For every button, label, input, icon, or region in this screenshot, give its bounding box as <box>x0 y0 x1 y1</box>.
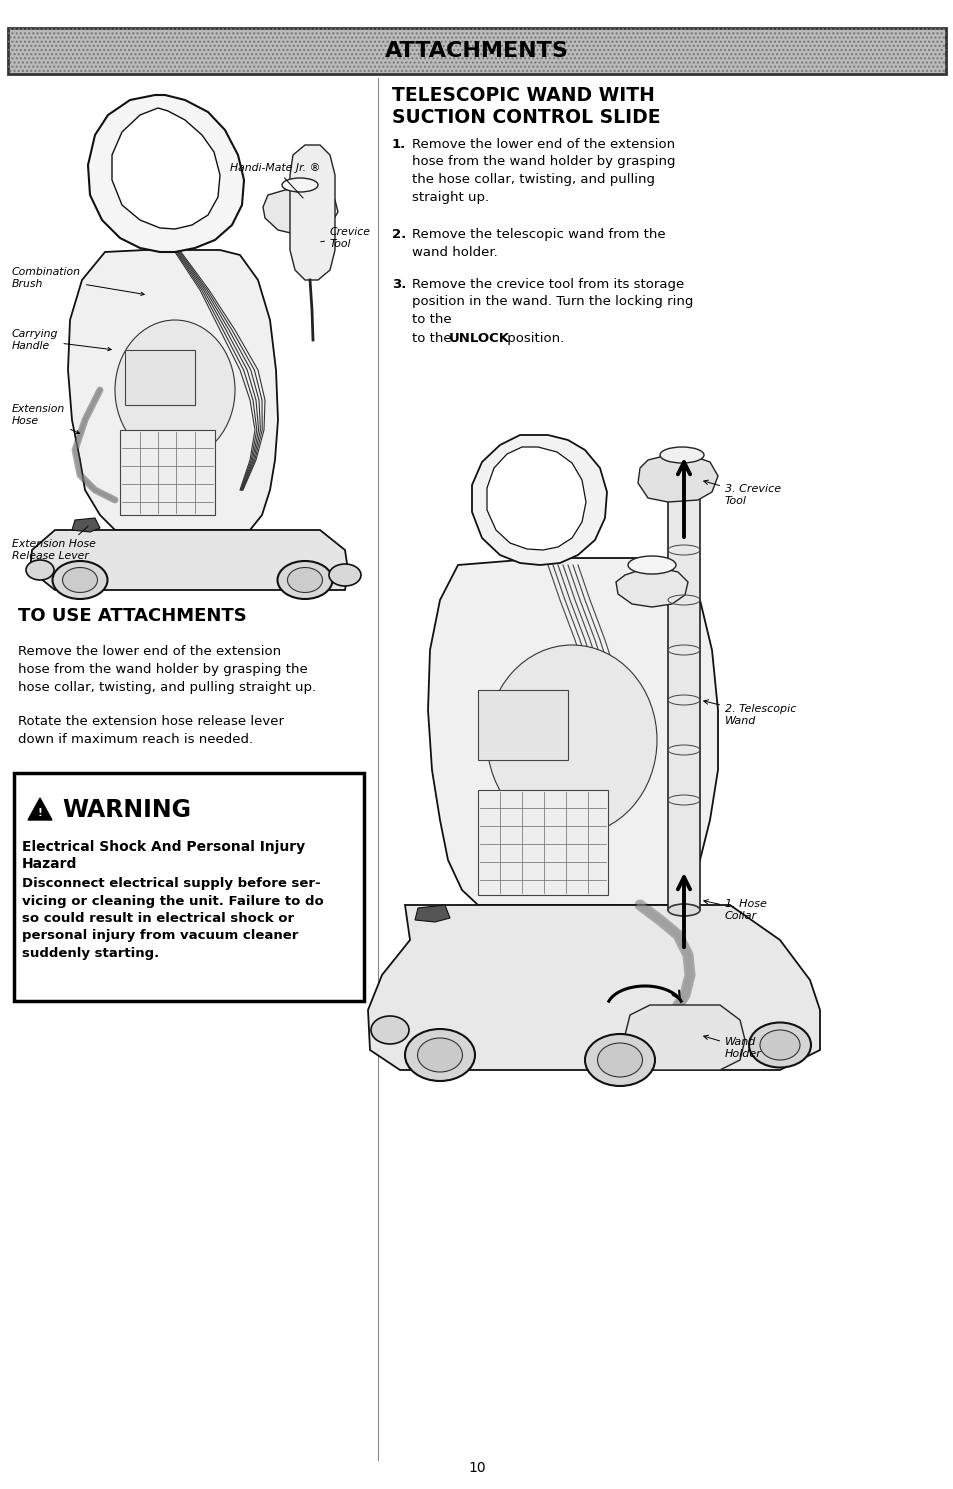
FancyBboxPatch shape <box>477 689 567 759</box>
Ellipse shape <box>282 179 317 192</box>
Text: 10: 10 <box>468 1461 485 1476</box>
Ellipse shape <box>52 561 108 599</box>
Polygon shape <box>71 518 100 532</box>
Ellipse shape <box>597 1042 641 1077</box>
Ellipse shape <box>63 567 97 593</box>
Text: ATTACHMENTS: ATTACHMENTS <box>385 42 568 61</box>
Ellipse shape <box>329 564 360 587</box>
Text: Remove the telescopic wand from the
wand holder.: Remove the telescopic wand from the wand… <box>412 228 665 259</box>
Ellipse shape <box>627 555 676 573</box>
Ellipse shape <box>115 320 234 460</box>
Polygon shape <box>112 109 220 229</box>
FancyBboxPatch shape <box>120 430 214 515</box>
Text: WARNING: WARNING <box>62 798 191 822</box>
Text: TO USE ATTACHMENTS: TO USE ATTACHMENTS <box>18 608 247 625</box>
Text: Remove the lower end of the extension
hose from the wand holder by grasping the
: Remove the lower end of the extension ho… <box>18 645 315 694</box>
Text: 3. Crevice
Tool: 3. Crevice Tool <box>703 479 781 506</box>
Polygon shape <box>28 798 52 820</box>
Polygon shape <box>68 250 277 530</box>
Ellipse shape <box>277 561 333 599</box>
Text: UNLOCK: UNLOCK <box>449 332 510 345</box>
Text: 1. Hose
Collar: 1. Hose Collar <box>703 899 766 920</box>
Text: Combination
Brush: Combination Brush <box>12 267 144 295</box>
FancyBboxPatch shape <box>14 773 364 1001</box>
Text: Handi-Mate Jr. ®: Handi-Mate Jr. ® <box>230 162 320 198</box>
Text: Carrying
Handle: Carrying Handle <box>12 329 112 351</box>
Polygon shape <box>88 95 244 252</box>
Text: !: ! <box>37 809 42 817</box>
Ellipse shape <box>26 560 54 581</box>
Ellipse shape <box>417 1038 462 1072</box>
Text: 3.: 3. <box>392 278 406 290</box>
Ellipse shape <box>584 1033 655 1085</box>
Text: Electrical Shock And Personal Injury
Hazard: Electrical Shock And Personal Injury Haz… <box>22 840 305 871</box>
Polygon shape <box>428 558 718 905</box>
Text: Extension Hose
Release Lever: Extension Hose Release Lever <box>12 526 95 561</box>
Text: Remove the crevice tool from its storage
position in the wand. Turn the locking : Remove the crevice tool from its storage… <box>412 278 693 326</box>
Ellipse shape <box>659 447 703 463</box>
Ellipse shape <box>371 1015 409 1044</box>
FancyBboxPatch shape <box>125 350 194 405</box>
Polygon shape <box>486 447 585 549</box>
Ellipse shape <box>287 567 322 593</box>
Polygon shape <box>290 144 335 280</box>
Ellipse shape <box>748 1023 810 1068</box>
Ellipse shape <box>760 1030 800 1060</box>
Ellipse shape <box>667 904 700 916</box>
FancyBboxPatch shape <box>8 28 945 74</box>
Text: 2.: 2. <box>392 228 406 241</box>
Text: Crevice
Tool: Crevice Tool <box>320 228 371 249</box>
Text: Remove the lower end of the extension
hose from the wand holder by grasping
the : Remove the lower end of the extension ho… <box>412 138 675 204</box>
Text: 2. Telescopic
Wand: 2. Telescopic Wand <box>703 700 796 725</box>
Ellipse shape <box>486 645 657 835</box>
FancyBboxPatch shape <box>477 791 607 895</box>
Text: position.: position. <box>502 332 563 345</box>
Text: Extension
Hose: Extension Hose <box>12 404 79 433</box>
Text: Disconnect electrical supply before ser-
vicing or cleaning the unit. Failure to: Disconnect electrical supply before ser-… <box>22 877 323 960</box>
Text: Rotate the extension hose release lever
down if maximum reach is needed.: Rotate the extension hose release lever … <box>18 715 284 746</box>
Text: to the: to the <box>412 332 456 345</box>
Text: TELESCOPIC WAND WITH: TELESCOPIC WAND WITH <box>392 86 654 106</box>
Polygon shape <box>415 905 450 922</box>
Polygon shape <box>638 456 718 502</box>
Text: SUCTION CONTROL SLIDE: SUCTION CONTROL SLIDE <box>392 109 659 127</box>
Polygon shape <box>30 530 348 590</box>
Ellipse shape <box>405 1029 475 1081</box>
Text: Wand
Holder: Wand Holder <box>703 1035 761 1059</box>
FancyBboxPatch shape <box>667 471 700 910</box>
Polygon shape <box>368 905 820 1071</box>
Polygon shape <box>472 435 606 564</box>
Polygon shape <box>616 567 687 608</box>
Polygon shape <box>263 188 337 234</box>
Polygon shape <box>624 1005 744 1071</box>
Text: 1.: 1. <box>392 138 406 150</box>
